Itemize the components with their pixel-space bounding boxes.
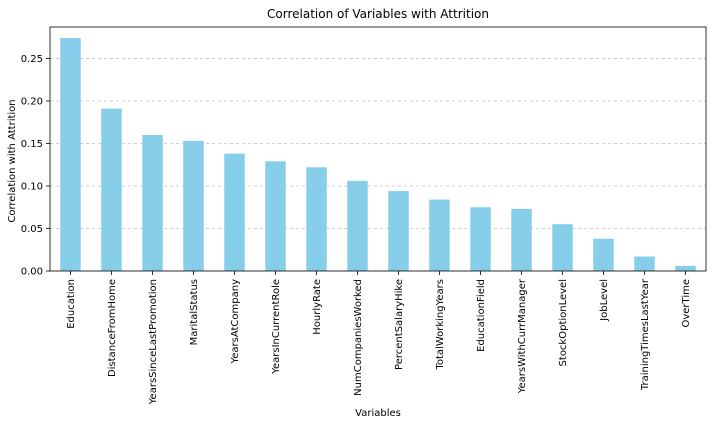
y-axis-label: Correlation with Attrition [7, 99, 18, 222]
x-tick-label: StockOptionLevel [558, 279, 569, 366]
x-tick-label: TotalWorkingYears [435, 279, 446, 371]
x-tick-label: YearsWithCurrManager [517, 278, 528, 394]
x-tick-label: OverTime [681, 279, 692, 328]
x-tick-label: PercentSalaryHike [394, 279, 405, 370]
x-tick-label: JobLevel [599, 279, 610, 322]
bar [470, 207, 491, 271]
plot-frame [49, 26, 707, 272]
bar [101, 108, 122, 271]
bar [593, 238, 614, 271]
x-tick-label: YearsAtCompany [230, 279, 241, 365]
y-tick-label: 0.20 [21, 96, 43, 107]
y-tick-labels: 0.00 0.05 0.10 0.15 0.20 0.25 [21, 54, 43, 278]
bar [552, 224, 573, 271]
bar [183, 140, 204, 271]
bar [142, 134, 163, 271]
axes [46, 26, 707, 275]
bar [388, 191, 409, 271]
y-tick-label: 0.10 [21, 181, 43, 192]
x-tick-labels: Education DistanceFromHome YearsSinceLastP… [66, 278, 692, 405]
bar [347, 180, 368, 271]
bars [60, 38, 696, 272]
chart-title: Correlation of Variables with Attrition [267, 7, 489, 21]
bar [306, 167, 327, 271]
bar [60, 38, 81, 272]
bar [511, 208, 532, 271]
x-tick-label: HourlyRate [312, 279, 323, 335]
bar [429, 199, 450, 271]
bar [265, 161, 286, 271]
x-tick-label: YearsSinceLastPromotion [148, 279, 159, 405]
y-tick-label: 0.00 [21, 267, 43, 278]
bar [224, 153, 245, 271]
x-tick-label: YearsInCurrentRole [271, 279, 282, 375]
bar [675, 265, 696, 271]
y-tick-label: 0.15 [21, 139, 43, 150]
y-tick-label: 0.25 [21, 54, 43, 65]
bar [634, 256, 655, 271]
x-tick-label: TrainingTimesLastYear [640, 278, 651, 391]
x-tick-label: DistanceFromHome [107, 279, 118, 377]
x-tick-label: NumCompaniesWorked [353, 279, 364, 396]
x-axis-label: Variables [355, 408, 401, 419]
x-tick-label: EducationField [476, 279, 487, 352]
y-tick-label: 0.05 [21, 224, 43, 235]
x-tick-label: MaritalStatus [189, 279, 200, 345]
x-tick-label: Education [66, 279, 77, 329]
